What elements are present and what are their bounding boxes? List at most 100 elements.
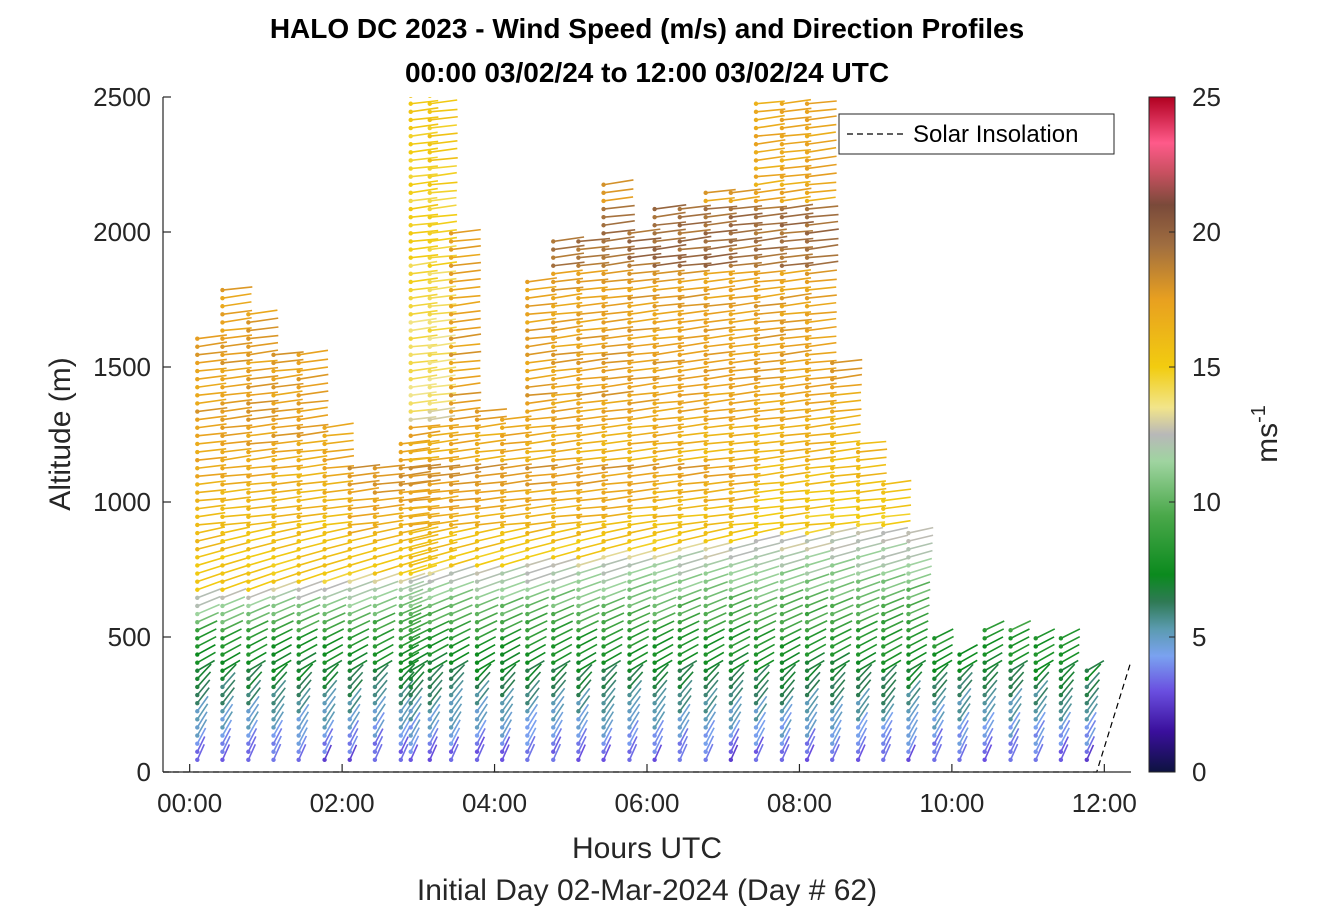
wind-barb-shaft — [883, 496, 911, 502]
wind-barb-shaft — [324, 480, 354, 486]
wind-barb-shaft — [451, 480, 482, 486]
wind-barb-point — [195, 555, 200, 560]
wind-barb-shaft — [349, 663, 364, 680]
wind-barb-shaft — [983, 719, 995, 736]
wind-barb-shaft — [374, 464, 405, 470]
wind-barb-shaft — [628, 679, 643, 696]
wind-barb-point — [195, 692, 200, 698]
wind-barb-shaft — [1035, 720, 1046, 736]
wind-barb-shaft — [248, 366, 279, 372]
wind-barb-point — [372, 514, 378, 520]
wind-barb-point — [427, 490, 432, 495]
wind-barb-shaft — [248, 533, 276, 542]
wind-barb-shaft — [374, 572, 400, 583]
wind-barb-point — [677, 425, 682, 430]
wind-barb-shaft — [654, 365, 684, 372]
wind-barb-shaft — [705, 520, 735, 526]
wind-barb-point — [499, 433, 505, 439]
wind-barb-shaft — [553, 398, 583, 405]
wind-barb-point — [347, 636, 352, 641]
wind-barb-shaft — [705, 643, 725, 656]
wind-barb-shaft — [629, 440, 659, 445]
wind-barb-shaft — [730, 367, 761, 372]
wind-barb-point — [703, 466, 708, 471]
wind-barb-shaft — [806, 573, 830, 583]
wind-barb-point — [627, 263, 632, 268]
wind-barb-point — [779, 692, 785, 698]
wind-barb-point — [906, 717, 911, 722]
wind-barb-shaft — [429, 472, 461, 478]
wind-barb-point — [296, 644, 301, 649]
wind-barb-shaft — [553, 549, 581, 559]
wind-barb-shaft — [781, 636, 801, 648]
wind-barb-point — [246, 490, 251, 495]
wind-barb-point — [753, 514, 759, 520]
wind-barb-point — [474, 490, 480, 495]
wind-barb-shaft — [705, 549, 731, 559]
wind-barb-point — [525, 636, 530, 641]
wind-barb-point — [779, 385, 785, 390]
wind-barb-point — [804, 174, 810, 179]
wind-barb-shaft — [781, 349, 812, 356]
wind-barb-point — [372, 644, 378, 649]
wind-barb-point — [881, 652, 886, 657]
wind-barb-shaft — [679, 470, 710, 478]
wind-barb-point — [427, 182, 432, 187]
wind-barb-shaft — [247, 659, 267, 672]
wind-barb-shaft — [248, 317, 279, 324]
wind-barb-point — [246, 538, 251, 544]
wind-barb-point — [499, 547, 505, 552]
wind-barb-shaft — [858, 504, 887, 510]
wind-barb-shaft — [429, 414, 456, 421]
wind-barb-shaft — [755, 285, 786, 291]
wind-barb-point — [220, 619, 225, 625]
wind-barb-point — [753, 482, 759, 487]
wind-barb-shaft — [908, 557, 933, 567]
wind-barb-point — [408, 279, 413, 285]
wind-barb-shaft — [755, 620, 777, 631]
wind-barb-shaft — [410, 703, 422, 720]
wind-barb-point — [427, 376, 432, 382]
wind-barb-point — [408, 150, 413, 155]
wind-barb-point — [830, 547, 835, 552]
wind-barb-shaft — [578, 549, 606, 559]
wind-barb-shaft — [429, 374, 456, 380]
wind-barb-point — [576, 579, 581, 584]
wind-barb-shaft — [429, 495, 459, 502]
wind-barb-shaft — [248, 488, 278, 494]
wind-barb-shaft — [1009, 735, 1019, 753]
wind-barb-shaft — [527, 335, 558, 340]
wind-barb-shaft — [552, 711, 564, 728]
wind-barb-shaft — [857, 542, 883, 551]
wind-barb-point — [728, 668, 734, 673]
wind-barb-point — [372, 757, 378, 763]
wind-barb-shaft — [806, 286, 837, 291]
wind-barb-shaft — [730, 342, 761, 348]
wind-barb-point — [804, 142, 810, 147]
wind-barb-point — [322, 603, 327, 609]
wind-barb-point — [855, 571, 861, 576]
wind-barb-shaft — [629, 471, 659, 478]
wind-barb-point — [728, 692, 734, 698]
wind-barb-point — [474, 628, 480, 633]
wind-barb-shaft — [400, 612, 422, 623]
wind-barb-point — [576, 304, 581, 309]
wind-barb-point — [804, 757, 810, 763]
wind-barb-point — [220, 385, 225, 390]
wind-barb-point — [728, 417, 734, 422]
wind-barb-shaft — [629, 375, 660, 380]
wind-barb-point — [652, 255, 657, 260]
wind-barb-point — [408, 393, 413, 398]
wind-barb-point — [499, 636, 505, 641]
wind-barb-point — [474, 474, 480, 479]
wind-barb-point — [474, 644, 480, 649]
wind-barb-shaft — [553, 292, 583, 299]
wind-barb-shaft — [806, 679, 821, 696]
wind-barb-shaft — [806, 115, 837, 121]
wind-barb-point — [728, 360, 734, 366]
wind-barb-point — [347, 522, 352, 528]
wind-barb-shaft — [553, 277, 584, 283]
wind-barb-shaft — [410, 116, 439, 121]
wind-barb-point — [804, 684, 810, 690]
wind-barb-shaft — [1035, 711, 1046, 728]
